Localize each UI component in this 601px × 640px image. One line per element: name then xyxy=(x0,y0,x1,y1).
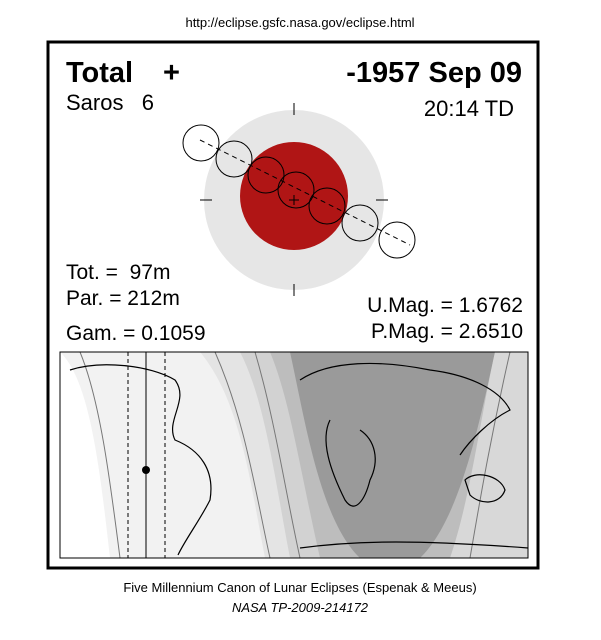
footer-ref: NASA TP-2009-214172 xyxy=(232,600,369,615)
umag: U.Mag. = 1.6762 xyxy=(367,294,523,317)
footer-title: Five Millennium Canon of Lunar Eclipses … xyxy=(123,580,476,595)
moon-positions xyxy=(182,124,416,259)
time: 20:14 TD xyxy=(424,96,514,121)
gam: Gam. = 0.1059 xyxy=(66,322,206,345)
par: Par. = 212m xyxy=(66,287,180,310)
saros: Saros 6 xyxy=(66,90,154,115)
eclipse-symbol: + xyxy=(163,57,180,89)
eclipse-type: Total xyxy=(66,57,133,89)
axes-ticks xyxy=(200,103,388,296)
eclipse-diagram xyxy=(182,103,416,296)
tot: Tot. = 97m xyxy=(66,261,170,284)
moon-path xyxy=(199,139,411,246)
pmag: P.Mag. = 2.6510 xyxy=(371,320,523,343)
url: http://eclipse.gsfc.nasa.gov/eclipse.htm… xyxy=(185,15,414,30)
world-map xyxy=(59,351,529,559)
eclipse-date: -1957 Sep 09 xyxy=(346,57,522,89)
